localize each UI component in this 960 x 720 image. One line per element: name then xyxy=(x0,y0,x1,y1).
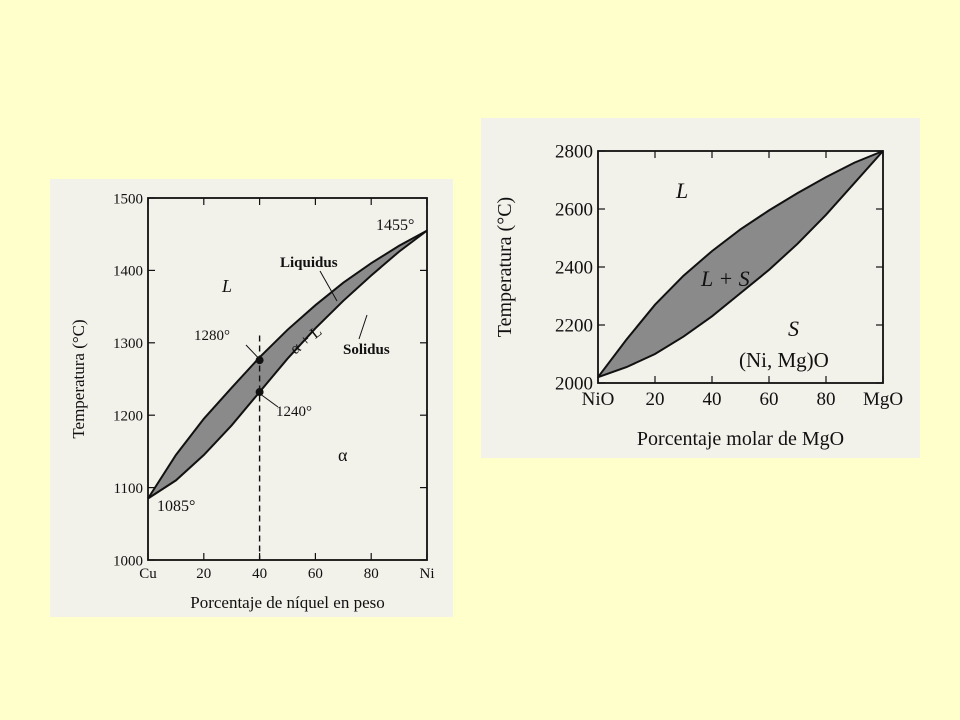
x-tick-label: 20 xyxy=(196,566,211,582)
y-tick-label: 2400 xyxy=(555,258,593,279)
y-tick-label: 1500 xyxy=(113,191,143,207)
x-axis-title: Porcentaje molar de MgO xyxy=(637,428,844,450)
series-line-liquidus xyxy=(147,229,428,500)
y-tick-label: 1100 xyxy=(114,481,143,497)
region-label-alpha: α xyxy=(338,445,348,465)
cu-ni-phase-diagram-panel: 1000 1100 1200 1300 1400 1500 Cu 20 40 60 80 Ni Porc… xyxy=(50,179,453,617)
solidus-label-leader xyxy=(358,314,368,340)
region-label-l: L xyxy=(675,178,688,203)
y-tick-label: 2200 xyxy=(555,316,593,337)
liquidus-label-leader xyxy=(319,270,338,302)
solidus-label: Solidus xyxy=(343,342,390,358)
plot-frame xyxy=(147,197,428,561)
y-tick-label: 1000 xyxy=(113,553,143,569)
y-tick-label: 1400 xyxy=(113,264,143,280)
y-axis-title: Temperatura (°C) xyxy=(69,319,88,438)
x-tick-label: 40 xyxy=(703,389,722,410)
series-line-liquidus xyxy=(597,150,884,378)
liquidus-point-leader xyxy=(245,344,258,358)
x-tick-label: Cu xyxy=(139,566,157,582)
y-tick-label: 1200 xyxy=(113,408,143,424)
cu-ni-phase-diagram: 1000 1100 1200 1300 1400 1500 Cu 20 40 60 80 Ni Porc… xyxy=(69,191,435,612)
solid-solution-label: (Ni, Mg)O xyxy=(739,348,829,372)
solidus-point-leader xyxy=(261,394,279,408)
two-phase-region xyxy=(598,151,883,378)
x-tick-label: 80 xyxy=(364,566,379,582)
x-tick-label: MgO xyxy=(863,389,903,410)
solidus-point xyxy=(255,388,264,397)
series-line-solidus xyxy=(147,229,428,500)
x-tick-label: 20 xyxy=(646,389,665,410)
series-line-solidus xyxy=(597,150,884,379)
x-tick-label: Ni xyxy=(420,566,435,582)
region-label-s: S xyxy=(788,316,799,341)
annotation-1085: 1085° xyxy=(157,498,195,515)
nio-mgo-phase-diagram-panel: 2000 2200 2400 2600 2800 NiO 20 40 60 80 MgO Porcen… xyxy=(481,118,920,458)
x-tick-label: 60 xyxy=(308,566,323,582)
x-tick-label: 80 xyxy=(817,389,836,410)
liquidus-label: Liquidus xyxy=(280,255,338,271)
annotation-1455: 1455° xyxy=(376,217,414,234)
y-tick-label: 2600 xyxy=(555,200,593,221)
x-tick-label: NiO xyxy=(582,389,615,410)
y-tick-label: 1300 xyxy=(113,336,143,352)
nio-mgo-phase-diagram: 2000 2200 2400 2600 2800 NiO 20 40 60 80 MgO Porcen… xyxy=(494,142,903,450)
two-phase-region xyxy=(148,230,427,499)
liquidus-point xyxy=(255,356,264,365)
y-tick-label: 2000 xyxy=(555,374,593,395)
x-tick-label: 60 xyxy=(760,389,779,410)
annotation-1240: 1240° xyxy=(276,404,312,420)
x-tick-label: 40 xyxy=(252,566,267,582)
region-label-l: L xyxy=(221,276,232,296)
annotation-1280: 1280° xyxy=(194,328,230,344)
y-tick-label: 2800 xyxy=(555,142,593,163)
region-label-l-plus-s: L + S xyxy=(700,266,750,291)
y-axis-title: Temperatura (°C) xyxy=(494,197,516,337)
x-axis-title: Porcentaje de níquel en peso xyxy=(190,593,385,612)
